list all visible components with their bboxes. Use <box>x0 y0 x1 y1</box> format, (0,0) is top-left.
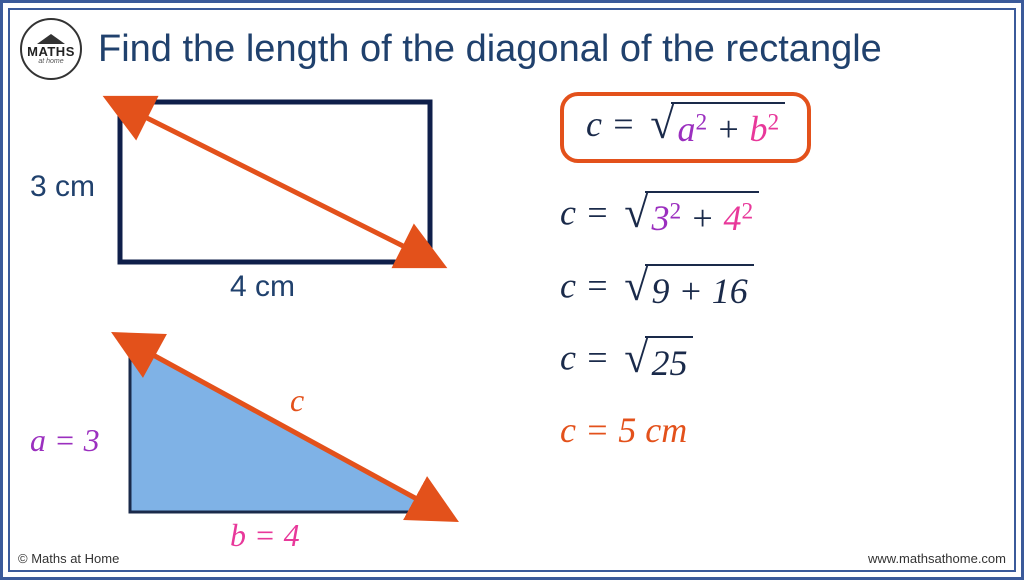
sup-a: 2 <box>695 109 707 135</box>
page-title: Find the length of the diagonal of the r… <box>98 28 1004 71</box>
bval: 4 <box>723 198 741 238</box>
plus1: + <box>707 109 749 149</box>
eq-step-3: c = √ 9 + 16 <box>560 264 1000 315</box>
bsq: 2 <box>741 198 753 224</box>
formula-box: c = √ a2 + b2 <box>560 92 811 163</box>
var-a: a <box>677 109 695 149</box>
sum25: 25 <box>651 343 687 383</box>
triangle-label-c: c <box>290 382 304 419</box>
var-b: b <box>749 109 767 149</box>
sup-b: 2 <box>767 109 779 135</box>
eq-c: c <box>586 104 602 144</box>
rectangle-diagonal <box>125 107 425 257</box>
asq: 2 <box>669 198 681 224</box>
eq4-c: c <box>560 338 576 378</box>
eq2-c: c <box>560 192 576 232</box>
roof-icon <box>37 34 65 44</box>
logo-line2: at home <box>38 58 63 65</box>
diagram-svg <box>30 92 510 552</box>
b2: 16 <box>712 271 748 311</box>
sqrt-icon: √ a2 + b2 <box>650 102 785 153</box>
a2: 9 <box>651 271 669 311</box>
equations-block: c = √ a2 + b2 c = √ 32 + 42 <box>560 92 1000 473</box>
outer-frame: MATHS at home Find the length of the dia… <box>0 0 1024 580</box>
sqrt-icon-4: √ 25 <box>624 336 693 387</box>
inner-frame: MATHS at home Find the length of the dia… <box>8 8 1016 572</box>
eq3-c: c <box>560 265 576 305</box>
eq4-e: = <box>576 338 618 378</box>
rect-bottom-label: 4 cm <box>230 270 295 304</box>
eq-step-4: c = √ 25 <box>560 336 1000 387</box>
rect-side-label: 3 cm <box>30 170 95 204</box>
eq-answer: c = 5 cm <box>560 409 1000 451</box>
eq2-e: = <box>576 192 618 232</box>
url-text: www.mathsathome.com <box>868 551 1006 566</box>
plus3: + <box>669 271 711 311</box>
triangle-label-b: b = 4 <box>230 517 300 554</box>
logo-line1: MATHS <box>27 45 75 58</box>
logo: MATHS at home <box>20 18 82 80</box>
sqrt-icon-3: √ 9 + 16 <box>624 264 753 315</box>
sqrt-icon-2: √ 32 + 42 <box>624 191 759 242</box>
diagram-area: 3 cm 4 cm a = 3 b = 4 c <box>30 92 510 552</box>
triangle-label-a: a = 3 <box>30 422 100 459</box>
aval: 3 <box>651 198 669 238</box>
eq-sign: = <box>602 104 644 144</box>
plus2: + <box>681 198 723 238</box>
eq-step-2: c = √ 32 + 42 <box>560 191 1000 242</box>
eq3-e: = <box>576 265 618 305</box>
copyright-text: © Maths at Home <box>18 551 119 566</box>
